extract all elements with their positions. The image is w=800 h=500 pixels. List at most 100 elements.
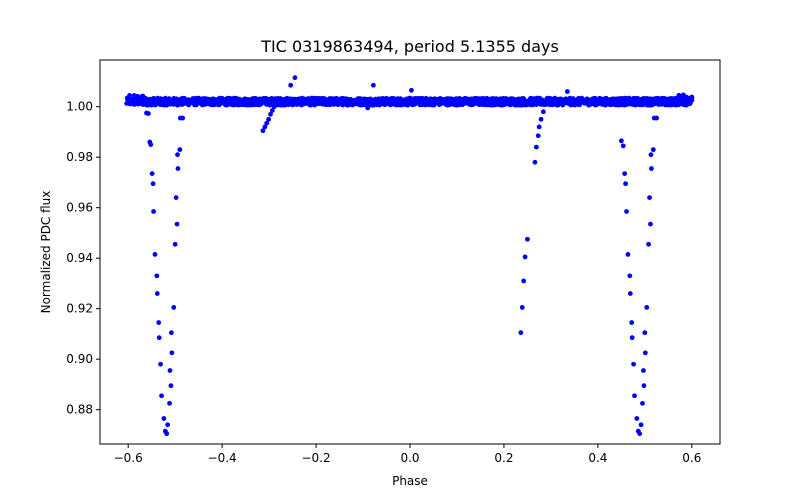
data-point (159, 393, 164, 399)
data-point (165, 422, 171, 428)
data-point (641, 368, 646, 373)
data-point (271, 104, 277, 110)
data-point (647, 195, 652, 200)
data-point (642, 330, 648, 336)
y-tick-label: 0.90 (66, 352, 93, 366)
x-tick-label: 0.2 (494, 451, 513, 465)
y-tick-label: 0.96 (66, 201, 93, 215)
data-point (268, 111, 273, 117)
data-point (644, 305, 650, 310)
data-point-baseline (688, 96, 694, 102)
data-point (641, 383, 647, 389)
data-point (264, 120, 270, 126)
x-tick-label: −0.4 (208, 451, 237, 465)
data-point (654, 115, 659, 121)
data-point (634, 416, 640, 421)
data-point (522, 254, 528, 260)
data-point (164, 431, 170, 437)
y-tick-label: 0.92 (66, 302, 93, 316)
data-point (161, 416, 167, 421)
data-point (154, 273, 160, 279)
data-point (632, 393, 637, 399)
data-point (642, 350, 648, 356)
data-point (637, 431, 643, 437)
data-point (532, 159, 538, 165)
data-point (629, 335, 635, 341)
y-axis: 0.88 0.90 0.92 0.94 0.96 0.98 1.00 (66, 100, 100, 417)
data-point (172, 241, 178, 247)
y-axis-label: Normalized PDC flux (39, 191, 53, 314)
data-point (535, 133, 541, 139)
data-point (177, 147, 183, 153)
data-points (124, 75, 695, 437)
y-tick-label: 0.94 (66, 251, 93, 265)
data-point (173, 195, 179, 200)
data-point (365, 105, 371, 111)
data-point (646, 241, 652, 247)
data-point (169, 350, 175, 356)
x-axis-label: Phase (392, 474, 428, 488)
data-point (409, 87, 414, 93)
data-point (152, 252, 158, 257)
data-point (533, 144, 539, 150)
data-point (158, 361, 163, 367)
data-point (262, 124, 268, 130)
data-point (519, 305, 525, 310)
data-point-baseline (124, 100, 130, 106)
data-point-baseline (124, 96, 130, 102)
data-point (649, 166, 654, 171)
x-tick-label: 0.0 (400, 451, 419, 465)
x-tick-label: −0.2 (301, 451, 330, 465)
data-point (618, 138, 624, 144)
x-tick-label: 0.4 (588, 451, 607, 465)
data-point (151, 209, 156, 214)
data-point (154, 291, 160, 296)
data-point (538, 116, 544, 122)
data-point (521, 278, 527, 284)
data-point (629, 320, 635, 325)
data-point (175, 152, 180, 158)
data-point-baseline (683, 96, 689, 102)
data-point (156, 320, 162, 325)
data-point (150, 181, 156, 187)
plot-frame (99, 59, 721, 445)
data-point (627, 273, 633, 279)
data-point (145, 111, 151, 116)
data-point (650, 147, 656, 153)
data-point (168, 383, 174, 389)
data-point (174, 221, 180, 227)
y-tick-label: 1.00 (66, 100, 93, 114)
data-point-baseline (139, 99, 145, 104)
data-point (622, 171, 628, 177)
data-point (180, 115, 186, 121)
data-point (288, 82, 294, 88)
data-point (648, 152, 654, 158)
data-point (266, 116, 272, 122)
data-point-baseline (134, 99, 139, 105)
x-tick-label: −0.6 (114, 451, 143, 465)
data-point (260, 128, 266, 134)
data-point (156, 335, 162, 341)
data-point (640, 400, 645, 406)
data-point (167, 368, 173, 373)
data-point (627, 291, 633, 296)
data-point (518, 330, 524, 336)
data-point-baseline (676, 92, 682, 98)
data-point (648, 221, 653, 227)
x-tick-label: 0.6 (682, 451, 701, 465)
data-point (638, 422, 644, 428)
y-tick-label: 0.98 (66, 150, 93, 164)
data-point (175, 166, 181, 171)
data-point (168, 330, 174, 336)
data-point (625, 252, 631, 257)
data-point (269, 108, 275, 113)
data-point (171, 305, 177, 310)
data-point (623, 181, 628, 187)
data-point (540, 109, 546, 115)
y-tick-label: 0.88 (66, 403, 93, 417)
data-point (631, 361, 636, 367)
data-point (149, 171, 155, 177)
x-axis: −0.6 −0.4 −0.2 0.0 0.2 0.4 0.6 (114, 444, 701, 465)
